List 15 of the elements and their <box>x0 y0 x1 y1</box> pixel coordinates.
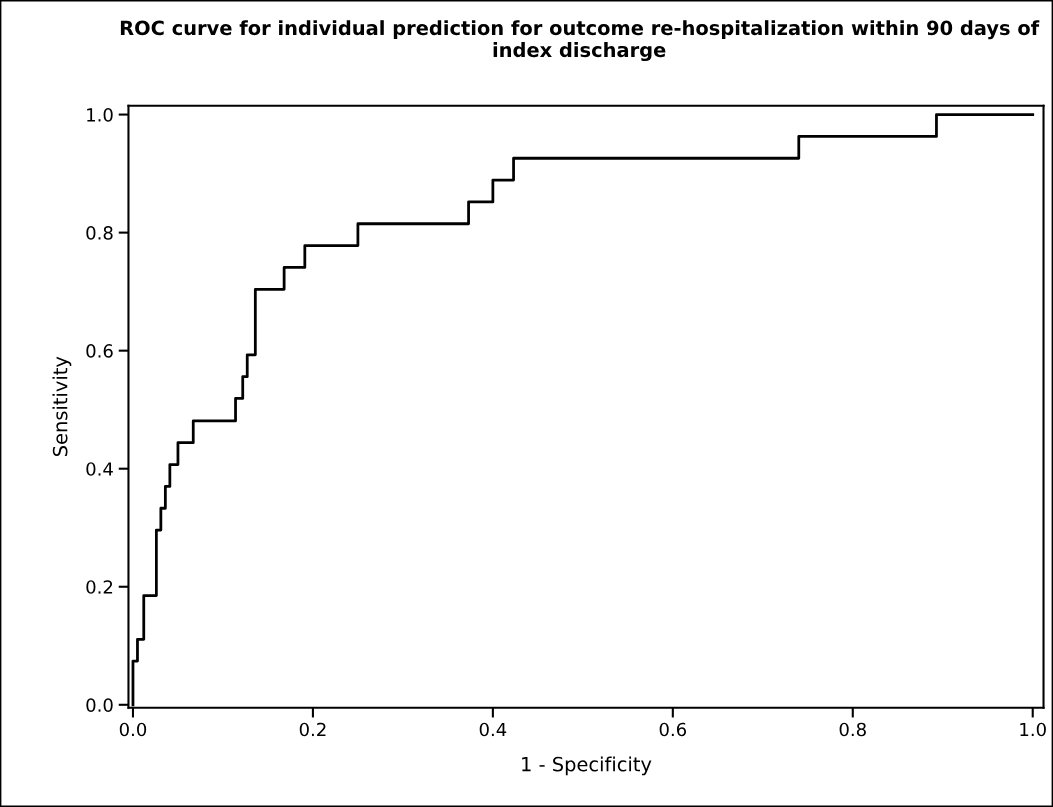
x-tick-label: 1.0 <box>1020 722 1046 737</box>
x-tick-label: 0.4 <box>479 722 507 737</box>
y-axis-title: Sensitivity <box>52 356 72 457</box>
x-tick-label: 0.2 <box>299 722 326 737</box>
y-tick-label: 1.0 <box>87 108 113 122</box>
x-axis-title: 1 - Specificity <box>522 756 652 776</box>
x-tick-label: 0.0 <box>119 722 147 737</box>
x-tick-label: 0.6 <box>659 722 687 737</box>
chart-title: ROC curve for individual prediction for outcome re-hospitalization within 90 days of index discharge <box>120 20 1040 62</box>
y-tick-label: 0.2 <box>86 580 113 594</box>
y-tick-label: 0.8 <box>86 226 113 240</box>
y-tick-label: 0.6 <box>86 344 113 358</box>
x-tick-label: 0.8 <box>839 722 866 737</box>
y-tick-label: 0.4 <box>86 462 113 476</box>
y-tick-label: 0.0 <box>86 698 113 712</box>
